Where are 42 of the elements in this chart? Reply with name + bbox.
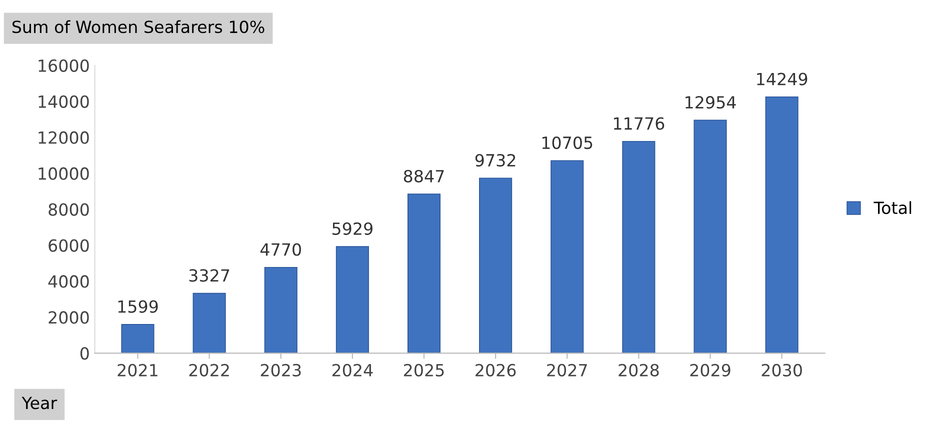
bar xyxy=(336,246,369,354)
x-tick-label: 2028 xyxy=(618,364,659,376)
bar xyxy=(694,120,727,354)
x-tick-label: 2025 xyxy=(404,364,444,376)
bar xyxy=(479,178,512,354)
bar xyxy=(407,194,441,354)
data-label: 10705 xyxy=(542,136,592,150)
y-tick-label: 14000 xyxy=(38,95,89,108)
y-tick-label: 6000 xyxy=(48,239,89,252)
x-tick-label: 2029 xyxy=(690,364,730,376)
x-tick-label: 2022 xyxy=(189,364,229,376)
x-tick-label: 2023 xyxy=(260,364,301,376)
data-label: 11776 xyxy=(614,117,664,130)
data-label: 3327 xyxy=(189,269,230,282)
x-tick-label: 2024 xyxy=(332,364,373,376)
legend-label: Total xyxy=(874,201,912,214)
data-label: 12954 xyxy=(686,96,736,109)
y-tick-label: 10000 xyxy=(38,167,89,180)
y-tick-label: 8000 xyxy=(48,203,89,216)
y-tick-label: 4000 xyxy=(48,275,89,288)
x-tick-label: 2021 xyxy=(118,364,158,376)
data-label: 4770 xyxy=(260,243,301,256)
chart-title: Sum of Women Seafarers 10% xyxy=(12,20,264,34)
bar xyxy=(192,292,226,354)
y-tick-label: 12000 xyxy=(38,131,89,144)
data-label: 8847 xyxy=(404,170,444,182)
bar xyxy=(765,96,798,354)
y-tick-label: 16000 xyxy=(38,59,89,72)
bar xyxy=(622,140,656,354)
x-axis-title: Year xyxy=(22,396,58,410)
bar xyxy=(550,160,584,354)
data-label: 14249 xyxy=(757,72,808,86)
y-tick-label: 2000 xyxy=(48,311,89,324)
data-label: 9732 xyxy=(475,154,516,167)
bar xyxy=(264,266,298,354)
y-tick-label: 0 xyxy=(80,347,89,360)
bar xyxy=(121,324,154,354)
data-label: 1599 xyxy=(118,300,158,313)
x-tick-label: 2027 xyxy=(547,364,587,376)
x-tick-label: 2026 xyxy=(476,364,516,376)
x-tick-label: 2030 xyxy=(762,364,802,376)
data-label: 5929 xyxy=(332,222,372,235)
